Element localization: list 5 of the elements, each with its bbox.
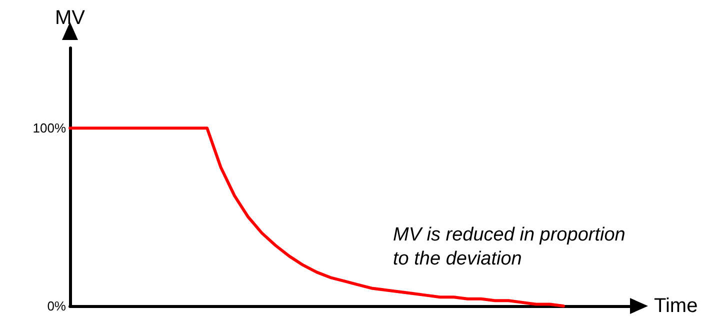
y-axis-title: MV [55,7,86,29]
annotation: MV is reduced in proportion to the deviation [393,224,631,270]
y-tick-label: 100% [32,120,66,136]
y-tick-label: 0% [47,298,66,314]
x-axis-title: Time [654,295,698,317]
